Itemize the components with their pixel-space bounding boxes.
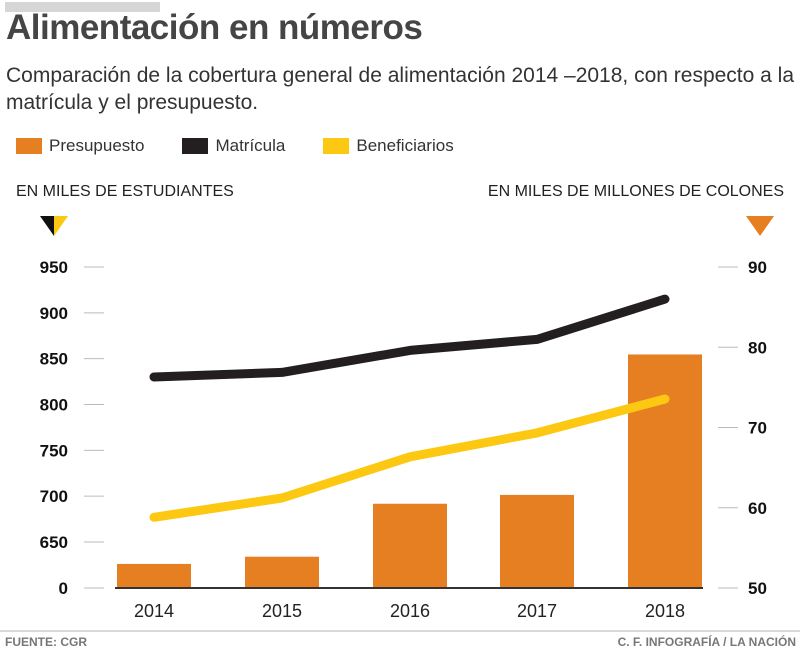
bar-presupuesto-2015 bbox=[245, 556, 319, 588]
bars-presupuesto bbox=[117, 354, 702, 588]
x-tick-label: 2016 bbox=[390, 601, 430, 621]
header-accent-bar bbox=[5, 2, 160, 12]
left-tick-label: 700 bbox=[40, 487, 68, 506]
right-tick-label: 50 bbox=[748, 579, 767, 598]
left-axis-indicator-icon bbox=[40, 216, 68, 236]
left-tick-label: 850 bbox=[40, 350, 68, 369]
legend-label: Matrícula bbox=[215, 136, 286, 155]
legend-item-beneficiarios: Beneficiarios bbox=[323, 136, 454, 156]
x-tick-label: 2015 bbox=[262, 601, 302, 621]
chart-title: Alimentación en números bbox=[6, 8, 423, 47]
right-tick-label: 90 bbox=[748, 258, 767, 277]
bar-presupuesto-2014 bbox=[117, 563, 191, 588]
footer-source: FUENTE: CGR bbox=[5, 635, 87, 649]
indicator-yellow-half bbox=[54, 216, 68, 236]
x-tick-label: 2014 bbox=[134, 601, 174, 621]
legend-swatch-presupuesto bbox=[16, 138, 42, 154]
footer-divider bbox=[0, 630, 800, 632]
bar-presupuesto-2016 bbox=[373, 503, 447, 588]
legend-label: Beneficiarios bbox=[356, 136, 454, 155]
legend: Presupuesto Matrícula Beneficiarios bbox=[16, 134, 492, 158]
right-axis: 50 60 70 80 90 bbox=[718, 258, 767, 598]
legend-swatch-matricula bbox=[182, 138, 209, 154]
left-axis-title: EN MILES DE ESTUDIANTES bbox=[16, 183, 234, 200]
left-tick-label: 650 bbox=[40, 533, 68, 552]
right-axis-title: EN MILES DE MILLONES DE COLONES bbox=[487, 183, 784, 200]
left-tick-label: 0 bbox=[59, 579, 68, 598]
right-tick-label: 70 bbox=[748, 419, 767, 438]
right-axis-indicator-icon bbox=[746, 216, 774, 236]
x-axis: 2014 2015 2016 2017 2018 bbox=[134, 601, 685, 621]
x-tick-label: 2017 bbox=[517, 601, 557, 621]
line-series bbox=[149, 294, 670, 522]
legend-item-presupuesto: Presupuesto bbox=[16, 136, 144, 156]
left-tick-label: 900 bbox=[40, 304, 68, 323]
left-tick-label: 950 bbox=[40, 258, 68, 277]
legend-swatch-beneficiarios bbox=[323, 138, 350, 154]
chart-subtitle: Comparación de la cobertura general de a… bbox=[6, 64, 795, 114]
legend-item-matricula: Matrícula bbox=[182, 136, 285, 156]
legend-label: Presupuesto bbox=[49, 136, 145, 155]
right-tick-label: 60 bbox=[748, 499, 767, 518]
left-axis: 0 650 700 750 800 850 900 950 bbox=[40, 258, 104, 598]
footer-credit: C. F. INFOGRAFÍA / LA NACIÓN bbox=[617, 635, 796, 649]
bar-presupuesto-2017 bbox=[500, 494, 574, 588]
bar-presupuesto-2018 bbox=[628, 354, 702, 588]
left-tick-label: 750 bbox=[40, 441, 68, 460]
x-tick-label: 2018 bbox=[645, 601, 685, 621]
indicator-black-half bbox=[40, 216, 54, 236]
left-tick-label: 800 bbox=[40, 396, 68, 415]
right-tick-label: 80 bbox=[748, 338, 767, 357]
line-beneficiarios bbox=[149, 394, 670, 522]
line-matricula bbox=[149, 294, 670, 382]
